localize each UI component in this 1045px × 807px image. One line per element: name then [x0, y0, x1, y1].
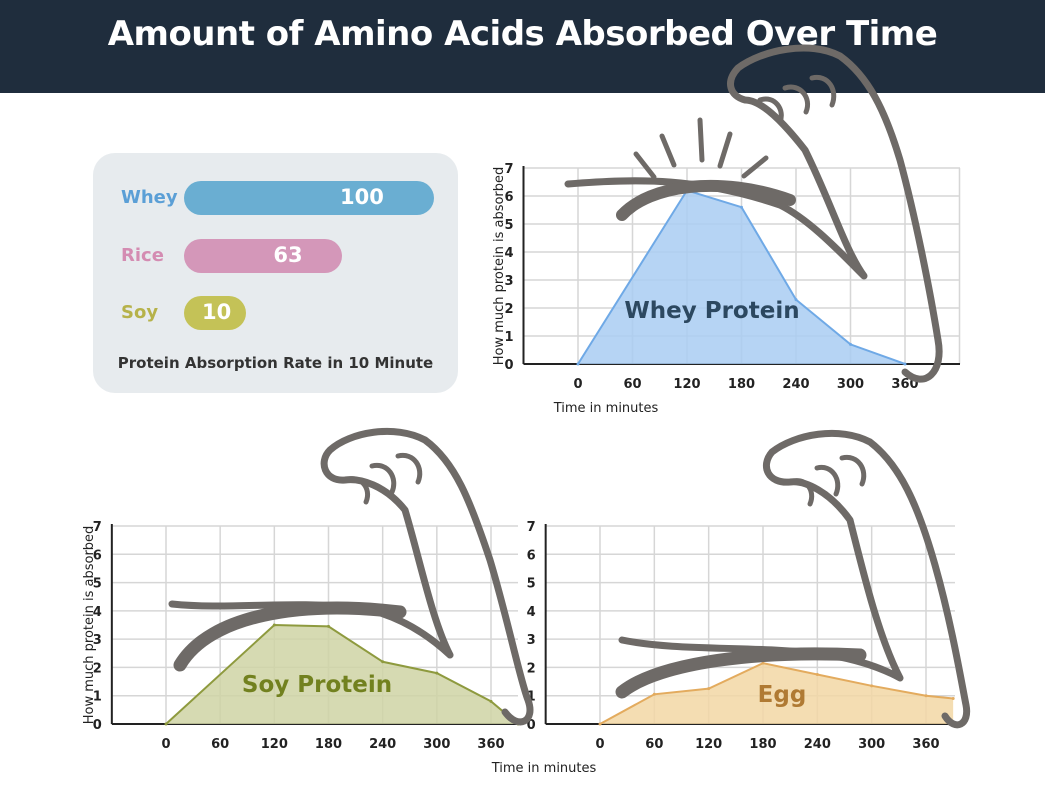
- y-tick-label: 6: [93, 548, 102, 563]
- x-tick-label: 0: [595, 737, 604, 752]
- x-tick-label: 180: [728, 377, 755, 392]
- y-tick-label: 1: [504, 330, 513, 345]
- y-axis-title: How much protein is absorbed: [492, 167, 507, 366]
- y-tick-label: 6: [504, 190, 513, 205]
- rate-value-whey: 100: [340, 185, 384, 209]
- x-tick-label: 300: [837, 377, 864, 392]
- flexed-arm-icon-egg: [615, 429, 971, 729]
- rate-panel-caption: Protein Absorption Rate in 10 Minute: [117, 354, 434, 372]
- chart-whey: 0 1 2 3 4 5 6 7 0 60 120 180 240 300 360 Whey Protein Ho…: [492, 162, 961, 416]
- area-line-egg: [599, 662, 954, 725]
- data-point: [381, 660, 385, 664]
- data-point: [903, 362, 907, 366]
- y-tick-label: 5: [527, 577, 536, 592]
- x-tick-label: 60: [623, 377, 641, 392]
- data-point: [924, 694, 928, 698]
- x-tick-label: 180: [315, 737, 342, 752]
- data-point: [576, 362, 580, 366]
- y-tick-label: 7: [504, 162, 513, 177]
- x-tick-label: 300: [858, 737, 885, 752]
- x-tick-label: 360: [477, 737, 504, 752]
- data-point: [327, 624, 330, 628]
- x-tick-label: 240: [369, 737, 396, 752]
- rate-label-soy: Soy: [121, 302, 159, 323]
- x-tick-label: 180: [749, 737, 776, 752]
- header-banner: Amount of Amino Acids Absorbed Over Time: [0, 0, 1045, 93]
- y-tick-label: 5: [93, 577, 102, 592]
- series-label-egg: Egg: [758, 682, 807, 708]
- rate-row-rice: Rice 63: [93, 239, 458, 273]
- y-tick-label: 7: [93, 520, 102, 535]
- y-tick-label: 6: [527, 548, 536, 563]
- y-tick-label: 3: [527, 633, 536, 648]
- x-tick-label: 120: [673, 377, 700, 392]
- data-point: [849, 342, 852, 346]
- rate-label-rice: Rice: [121, 245, 164, 266]
- rate-bar-whey: 100: [184, 181, 434, 215]
- rate-row-soy: Soy 10: [93, 296, 458, 330]
- series-label-whey: Whey Protein: [624, 298, 799, 324]
- y-tick-label: 2: [93, 661, 102, 676]
- data-point: [272, 623, 276, 627]
- data-point: [598, 722, 602, 726]
- absorption-rate-panel: Whey 100 Rice 63 Soy 10 Protein Absorpti…: [93, 153, 458, 393]
- y-tick-label: 0: [527, 718, 536, 733]
- data-point: [652, 692, 656, 696]
- x-tick-label: 120: [695, 737, 722, 752]
- area-line-whey: [577, 189, 906, 365]
- area-fill-soy: [166, 625, 519, 724]
- area-fill-whey: [578, 190, 905, 364]
- area-fill-egg: [600, 663, 954, 724]
- x-tick-label: 60: [211, 737, 229, 752]
- y-tick-label: 1: [93, 690, 102, 705]
- flexed-arm-icon-soy: [168, 427, 534, 726]
- flexed-arm-icon-whey: [564, 44, 943, 383]
- y-tick-label: 0: [504, 358, 513, 373]
- y-tick-label: 3: [504, 274, 513, 289]
- x-tick-label: 360: [912, 737, 939, 752]
- x-tick-label: 240: [782, 377, 809, 392]
- x-axis-title: Time in minutes: [553, 401, 659, 416]
- data-point: [951, 697, 955, 701]
- y-tick-label: 7: [527, 520, 536, 535]
- y-axis-title: How much protein is absorbed: [82, 526, 97, 725]
- y-tick-label: 2: [527, 661, 536, 676]
- rate-bar-rice: 63: [184, 239, 342, 273]
- y-tick-label: 0: [93, 718, 102, 733]
- x-tick-label: 120: [261, 737, 288, 752]
- y-tick-label: 3: [93, 633, 102, 648]
- y-tick-label: 4: [527, 605, 536, 620]
- series-label-soy: Soy Protein: [242, 672, 392, 698]
- rate-value-soy: 10: [202, 300, 232, 324]
- x-tick-label: 240: [804, 737, 831, 752]
- rate-value-rice: 63: [273, 243, 303, 267]
- rate-bar-soy: 10: [184, 296, 246, 330]
- x-axis-title: Time in minutes: [491, 761, 597, 776]
- y-tick-label: 1: [527, 690, 536, 705]
- data-point: [870, 684, 874, 688]
- y-tick-label: 4: [93, 605, 102, 620]
- y-tick-label: 2: [504, 302, 513, 317]
- chart-soy: 0 1 2 3 4 5 6 7 0 60 120 180 240 300 360 Soy Protein How…: [82, 520, 520, 752]
- data-point: [761, 661, 765, 665]
- data-point: [794, 298, 798, 302]
- data-point: [164, 722, 168, 726]
- x-tick-label: 0: [161, 737, 170, 752]
- x-tick-label: 360: [891, 377, 918, 392]
- data-point: [435, 671, 439, 675]
- data-point: [815, 673, 819, 676]
- y-tick-label: 5: [504, 218, 513, 233]
- data-point: [707, 687, 711, 691]
- data-point: [740, 205, 743, 209]
- y-tick-label: 4: [504, 246, 513, 261]
- rate-label-whey: Whey: [121, 187, 178, 208]
- x-tick-label: 60: [645, 737, 663, 752]
- x-tick-label: 0: [573, 377, 582, 392]
- data-point: [489, 699, 493, 703]
- rate-row-whey: Whey 100: [93, 181, 458, 215]
- x-tick-label: 300: [423, 737, 450, 752]
